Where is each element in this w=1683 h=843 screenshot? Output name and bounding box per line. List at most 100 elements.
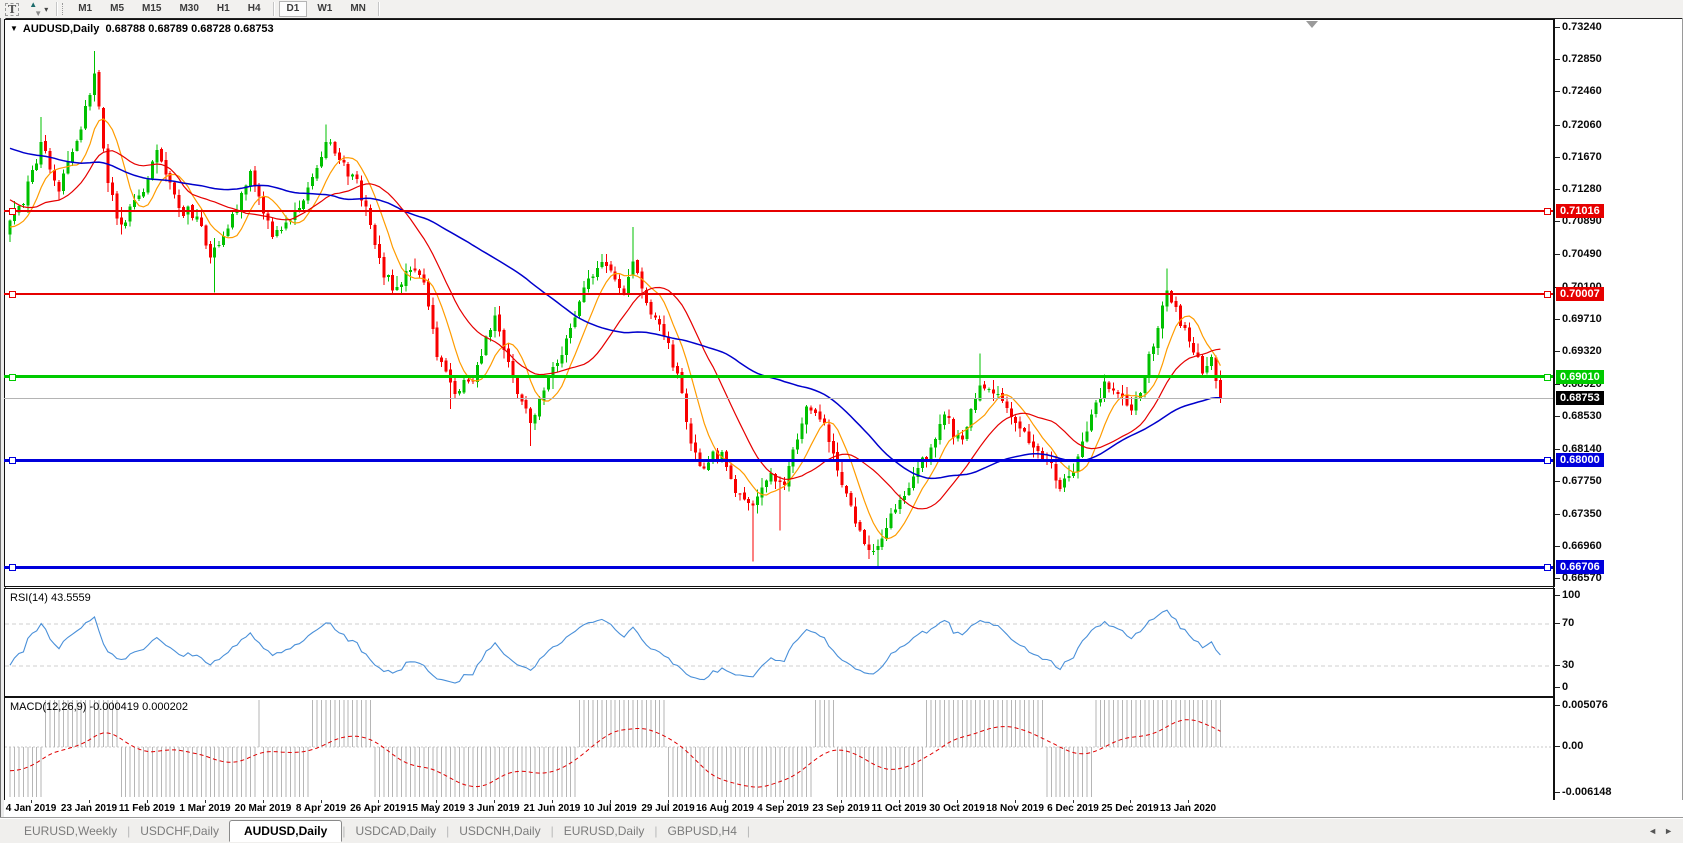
date-axis-label: 16 Aug 2019 <box>696 803 754 814</box>
horizontal-line[interactable] <box>4 375 1553 378</box>
timeframe-button-H4[interactable]: H4 <box>240 1 269 17</box>
toolbar-separator <box>377 2 380 16</box>
timeframe-button-M30[interactable]: M30 <box>171 1 206 17</box>
line-handle[interactable] <box>9 457 16 464</box>
horizontal-line[interactable] <box>4 459 1553 462</box>
chart-tab-usdcnh-daily[interactable]: USDCNH,Daily <box>459 823 541 838</box>
date-axis-tick <box>263 800 264 803</box>
line-handle[interactable] <box>1544 208 1551 215</box>
date-axis-label: 8 Apr 2019 <box>295 803 347 814</box>
cycle-symbols-button[interactable]: ▲ ▼ ▾ <box>25 0 52 18</box>
date-axis-tick <box>725 800 726 803</box>
date-axis-tick <box>1130 800 1131 803</box>
price-axis-tick: 0.68140 <box>1555 443 1602 455</box>
date-axis-tick <box>1015 800 1016 803</box>
date-axis-tick <box>1188 800 1189 803</box>
price-axis-tick: 0.71670 <box>1555 151 1602 163</box>
line-handle[interactable] <box>1544 457 1551 464</box>
date-axis-label: 18 Nov 2019 <box>986 803 1044 814</box>
line-handle[interactable] <box>1544 564 1551 571</box>
price-tag: 0.70007 <box>1556 287 1604 301</box>
price-axis-tick: 0.73240 <box>1555 21 1602 33</box>
date-axis-label: 13 Jan 2020 <box>1159 803 1217 814</box>
date-axis-tick <box>899 800 900 803</box>
timeframe-button-MN[interactable]: MN <box>342 1 374 17</box>
date-axis-label: 23 Sep 2019 <box>812 803 870 814</box>
horizontal-line[interactable] <box>4 293 1553 295</box>
date-axis-label: 11 Feb 2019 <box>118 803 176 814</box>
timeframe-button-D1[interactable]: D1 <box>278 1 308 17</box>
text-tool-button[interactable]: T <box>1 1 23 17</box>
date-axis-label: 21 Jun 2019 <box>523 803 581 814</box>
price-axis-tick: 0.72460 <box>1555 85 1602 97</box>
timeframe-button-H1[interactable]: H1 <box>209 1 238 17</box>
date-axis-tick <box>783 800 784 803</box>
date-axis-tick <box>841 800 842 803</box>
chart-tab-eurusd-weekly[interactable]: EURUSD,Weekly <box>24 823 118 838</box>
date-axis-label: 11 Oct 2019 <box>871 803 927 814</box>
tab-separator: | <box>746 823 751 838</box>
chart-tab-audusd-daily[interactable]: AUDUSD,Daily <box>228 819 343 842</box>
line-handle[interactable] <box>9 208 16 215</box>
price-axis-tick: 0.72850 <box>1555 53 1602 65</box>
rsi-pane[interactable] <box>4 588 1555 697</box>
chart-shift-marker[interactable] <box>1306 21 1318 28</box>
timeframe-button-M1[interactable]: M1 <box>70 1 100 17</box>
price-axis-tick: 0.69710 <box>1555 313 1602 325</box>
rsi-axis-tick: 0 <box>1554 681 1569 693</box>
date-axis-label: 4 Sep 2019 <box>757 803 809 814</box>
line-handle[interactable] <box>1544 291 1551 298</box>
tab-scroll-left-icon[interactable]: ◄ <box>1648 826 1657 836</box>
line-handle[interactable] <box>9 374 16 381</box>
tab-separator: | <box>446 823 450 838</box>
date-axis-tick <box>494 800 495 803</box>
chart-tab-gbpusd-h4[interactable]: GBPUSD,H4 <box>667 823 737 838</box>
date-axis-label: 1 Mar 2019 <box>179 803 231 814</box>
chevron-down-icon: ▾ <box>44 4 49 14</box>
date-axis-tick <box>31 800 32 803</box>
chart-tab-eurusd-daily[interactable]: EURUSD,Daily <box>563 823 645 838</box>
date-axis-tick <box>436 800 437 803</box>
date-axis-label: 3 Jun 2019 <box>468 803 520 814</box>
macd-label: MACD(12,26,9) -0.000419 0.000202 <box>10 701 188 713</box>
date-axis[interactable]: 4 Jan 2019 23 Jan 2019 11 Feb 2019 1 Mar 20… <box>4 800 1683 817</box>
price-tag: 0.66706 <box>1556 560 1604 574</box>
tab-separator: | <box>550 823 554 838</box>
horizontal-line[interactable] <box>4 566 1553 569</box>
horizontal-line[interactable] <box>4 210 1553 212</box>
timeframe-button-W1[interactable]: W1 <box>309 1 340 17</box>
price-pane[interactable] <box>4 19 1555 587</box>
tab-scroll-right-icon[interactable]: ► <box>1664 826 1673 836</box>
timeframe-button-M5[interactable]: M5 <box>102 1 132 17</box>
price-axis-tick: 0.66960 <box>1555 540 1602 552</box>
toolbar-grip[interactable] <box>62 3 66 15</box>
date-axis-label: 30 Oct 2019 <box>929 803 985 814</box>
timeframe-button-M15[interactable]: M15 <box>134 1 169 17</box>
date-axis-label: 4 Jan 2019 <box>5 803 57 814</box>
line-handle[interactable] <box>1544 374 1551 381</box>
date-axis-tick <box>1073 800 1074 803</box>
window-menu-icon[interactable]: ▼ <box>10 24 18 33</box>
rsi-label: RSI(14) 43.5559 <box>10 592 91 604</box>
date-axis-label: 20 Mar 2019 <box>234 803 292 814</box>
macd-pane[interactable] <box>4 697 1555 802</box>
date-axis-tick <box>668 800 669 803</box>
price-axis-tick: 0.70490 <box>1555 248 1602 260</box>
chart-tab-usdcad-daily[interactable]: USDCAD,Daily <box>355 823 437 838</box>
tab-separator: | <box>127 823 131 838</box>
rsi-axis-tick: 70 <box>1554 617 1575 629</box>
macd-axis-tick: 0.00 <box>1554 740 1584 752</box>
tab-separator: | <box>654 823 658 838</box>
price-axis-tick: 0.67750 <box>1555 475 1602 487</box>
line-handle[interactable] <box>9 564 16 571</box>
price-axis-tick: 0.70890 <box>1555 215 1602 227</box>
date-axis-tick <box>205 800 206 803</box>
date-axis-label: 10 Jul 2019 <box>583 803 637 814</box>
date-axis-tick <box>378 800 379 803</box>
line-handle[interactable] <box>9 291 16 298</box>
toolbar-separator <box>56 2 59 16</box>
date-axis-label: 15 May 2019 <box>406 803 466 814</box>
price-tag: 0.68000 <box>1556 453 1604 467</box>
chart-tab-usdchf-daily[interactable]: USDCHF,Daily <box>140 823 219 838</box>
date-axis-tick <box>321 800 322 803</box>
